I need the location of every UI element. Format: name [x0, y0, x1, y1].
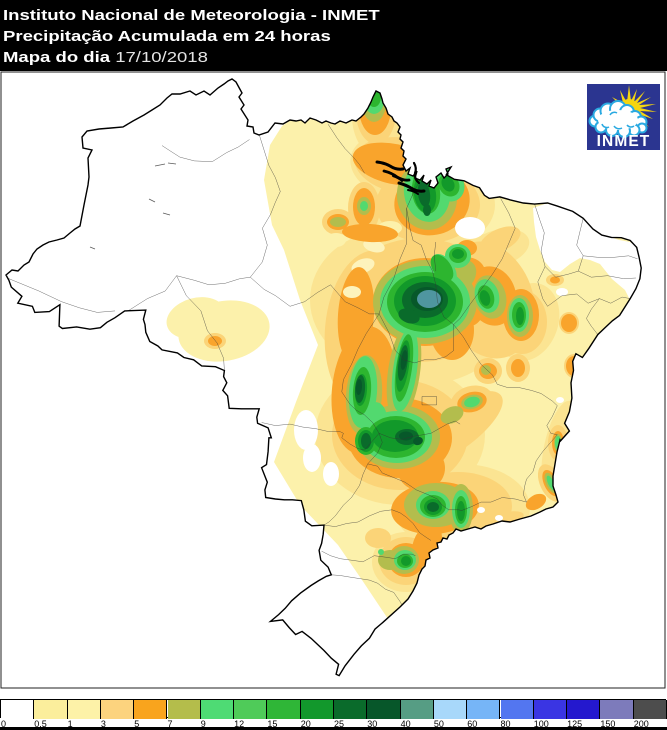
svg-text:INMET: INMET [597, 133, 651, 150]
